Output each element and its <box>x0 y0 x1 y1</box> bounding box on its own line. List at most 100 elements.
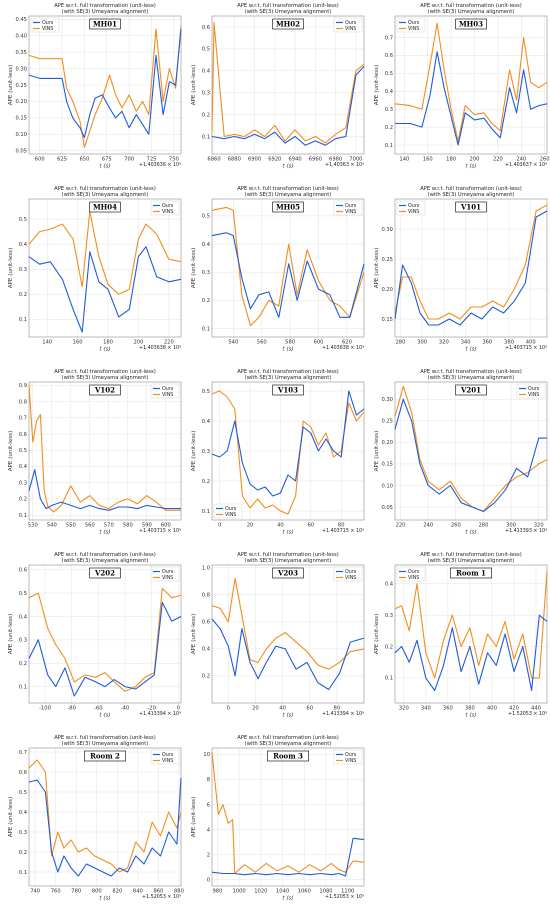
chart-panel-mh01: APE w.r.t. full transformation (unit-les… <box>5 2 185 180</box>
legend-label-vins: VINS <box>408 26 419 32</box>
x-tick-label: 700 <box>124 157 134 163</box>
series-line-ours <box>28 601 182 697</box>
x-offset-label: +1.413394 × 10⁹ <box>322 711 364 717</box>
dataset-badge <box>89 384 121 396</box>
x-tick-label: 260 <box>451 523 461 529</box>
x-tick-label: 1060 <box>298 889 311 895</box>
chart-title-line2: (with SE(3) Umeyama alignment) <box>245 375 332 381</box>
x-tick-label: 1080 <box>319 889 332 895</box>
x-tick-label: 140 <box>42 340 52 346</box>
y-tick-label: 0.5 <box>19 591 27 597</box>
x-tick-label: 320 <box>534 523 544 529</box>
y-tick-label: 0.4 <box>202 242 211 248</box>
x-tick-label: 340 <box>461 340 471 346</box>
x-tick-label: 240 <box>516 157 526 163</box>
y-tick-label: 0.35 <box>15 50 27 56</box>
x-tick-label: 400 <box>487 706 497 712</box>
legend-label-ours: Ours <box>42 20 54 26</box>
x-offset-label: +1.403638 × 10⁹ <box>139 345 181 351</box>
y-tick-label: 0.05 <box>381 505 393 511</box>
legend-label-vins: VINS <box>408 575 419 581</box>
chart-title-line2: (with SE(3) Umeyama alignment) <box>428 558 515 564</box>
legend-label-vins: VINS <box>345 575 356 581</box>
legend-label-vins: VINS <box>528 392 539 398</box>
chart-title-line1: APE w.r.t. full transformation (unit-les… <box>237 552 339 558</box>
chart-title-line2: (with SE(3) Umeyama alignment) <box>245 9 332 15</box>
x-tick-label: 380 <box>465 706 475 712</box>
y-axis-label: APE (unit-less) <box>191 431 197 472</box>
x-tick-label: -100 <box>39 706 51 712</box>
dataset-name: V101 <box>460 203 481 212</box>
x-tick-label: 200 <box>470 157 480 163</box>
dataset-name: MH04 <box>93 203 117 212</box>
chart-title-line1: APE w.r.t. full transformation (unit-les… <box>420 186 522 192</box>
y-tick-label: 0.20 <box>15 99 27 105</box>
chart-panel-v202: APE w.r.t. full transformation (unit-les… <box>5 551 185 729</box>
y-tick-label: 0.3 <box>202 449 210 455</box>
chart-title-line2: (with SE(3) Umeyama alignment) <box>245 741 332 747</box>
x-tick-label: 540 <box>228 340 238 346</box>
y-tick-label: 0.1 <box>202 134 210 140</box>
series-line-ours <box>211 837 365 877</box>
y-tick-label: 0.20 <box>381 440 393 446</box>
y-tick-label: 1.0 <box>202 566 210 572</box>
series-line-vins <box>394 385 548 512</box>
x-tick-label: -20 <box>147 706 155 712</box>
y-tick-label: 0.8 <box>202 593 210 599</box>
dataset-name: V201 <box>460 386 481 395</box>
legend-label-ours: Ours <box>345 752 357 758</box>
x-tick-label: 220 <box>396 523 406 529</box>
x-offset-label: +1.403715 × 10⁹ <box>322 528 364 534</box>
chart-panel-room-3: APE w.r.t. full transformation (unit-les… <box>188 734 368 912</box>
y-tick-label: 0.1 <box>19 317 27 323</box>
y-tick-label: 6 <box>207 802 210 808</box>
series-line-ours <box>28 246 182 333</box>
chart-title-line1: APE w.r.t. full transformation (unit-les… <box>54 186 156 192</box>
y-tick-label: 0.2 <box>19 497 27 503</box>
plot-frame <box>211 381 365 521</box>
chart-title-line1: APE w.r.t. full transformation (unit-les… <box>237 369 339 375</box>
chart-svg: APE w.r.t. full transformation (unit-les… <box>191 735 365 902</box>
y-tick-label: 0.10 <box>15 132 27 138</box>
y-tick-label: 0.15 <box>381 462 393 468</box>
dataset-badge <box>89 201 121 213</box>
series-line-vins <box>211 22 365 144</box>
y-tick-label: 0.1 <box>19 684 27 690</box>
x-offset-label: +1.52053 × 10⁹ <box>142 894 181 900</box>
series-line-vins <box>211 577 365 670</box>
y-tick-label: 0.4 <box>19 810 28 816</box>
y-tick-label: 0.1 <box>202 509 210 515</box>
chart-svg: APE w.r.t. full transformation (unit-les… <box>191 3 365 170</box>
series-line-ours <box>211 232 365 318</box>
chart-title-line2: (with SE(3) Umeyama alignment) <box>428 192 515 198</box>
x-tick-label: 80 <box>334 706 341 712</box>
y-tick-label: 0.25 <box>15 83 27 89</box>
x-axis-label: t (s) <box>99 347 110 353</box>
y-tick-label: 0.4 <box>385 89 394 95</box>
legend-label-vins: VINS <box>345 758 356 764</box>
x-axis-label: t (s) <box>99 530 110 536</box>
y-tick-label: 0.25 <box>381 419 393 425</box>
dataset-name: V202 <box>94 569 115 578</box>
x-tick-label: 880 <box>174 889 184 895</box>
x-tick-label: 240 <box>423 523 433 529</box>
legend-label-ours: Ours <box>225 506 237 512</box>
series-line-vins <box>28 385 181 513</box>
y-tick-label: 0.05 <box>15 149 27 155</box>
dataset-badge <box>455 18 487 30</box>
x-axis-label: t (s) <box>99 896 110 902</box>
dataset-badge <box>455 201 487 213</box>
y-axis-label: APE (unit-less) <box>374 431 380 472</box>
x-tick-label: 300 <box>506 523 516 529</box>
y-tick-label: 0.4 <box>202 419 211 425</box>
x-offset-label: +1.413394 × 10⁹ <box>139 711 181 717</box>
chart-svg: APE w.r.t. full transformation (unit-les… <box>8 3 182 170</box>
dataset-name: MH05 <box>276 203 300 212</box>
y-tick-label: 0.5 <box>202 389 210 395</box>
